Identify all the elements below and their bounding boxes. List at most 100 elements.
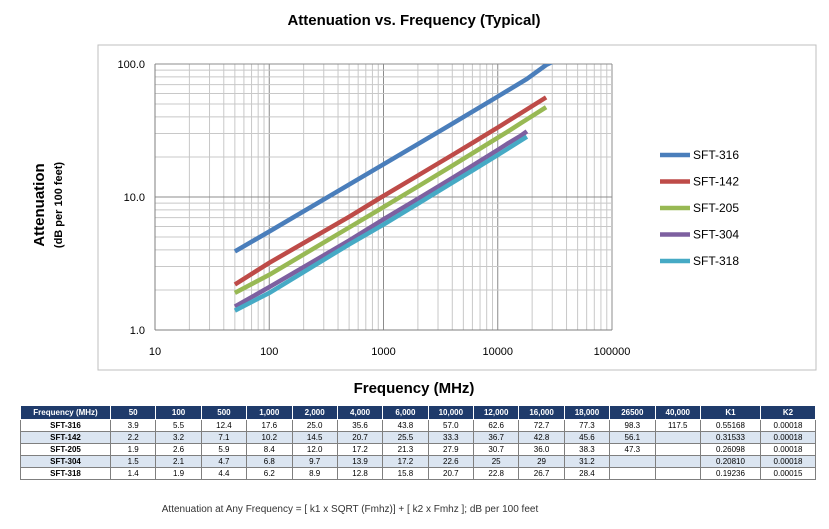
table-cell: 20.7 [427, 467, 475, 480]
table-cell: 0.20810 [700, 455, 761, 468]
table-cell [654, 455, 701, 468]
table-cell: 0.31533 [700, 431, 761, 444]
table-cell [609, 467, 656, 480]
table-cell: 3.2 [155, 431, 202, 444]
table-cell: 35.6 [336, 419, 384, 432]
table-cell: 27.9 [427, 443, 475, 456]
table-cell: 7.1 [200, 431, 248, 444]
table-cell: 0.55168 [700, 419, 761, 432]
table-cell: 20.7 [336, 431, 384, 444]
table-cell [609, 455, 656, 468]
table-cell: 17.6 [246, 419, 293, 432]
table-cell [654, 467, 701, 480]
table-cell: 22.6 [427, 455, 475, 468]
y-tick-label: 1.0 [130, 325, 145, 337]
table-cell: 13.9 [336, 455, 384, 468]
table-header-cell: 6,000 [382, 405, 429, 420]
table-cell: 0.26098 [700, 443, 761, 456]
table-cell: 30.7 [472, 443, 520, 456]
axis-tick-labels: 10 100 1000 10000 100000 1.0 10.0 100.0 [117, 59, 630, 358]
x-axis-label: Frequency (MHz) [354, 380, 475, 397]
table-header-cell: 4,000 [336, 405, 384, 420]
table-row: SFT-142 2.2 3.2 7.1 10.2 14.5 20.7 25.5 33.3 36.7… [20, 431, 816, 444]
y-axis-sublabel: (dB per 100 feet) [53, 162, 65, 249]
table-cell: 25.0 [291, 419, 338, 432]
legend-label: SFT-316 [693, 148, 739, 162]
y-tick-label: 100.0 [117, 59, 145, 71]
legend-label: SFT-318 [693, 254, 739, 268]
x-tick-label: 10000 [482, 346, 513, 358]
table-cell: 2.2 [109, 431, 157, 444]
table-header-cell: 500 [200, 405, 248, 420]
table-cell: 1.9 [155, 467, 202, 480]
table-cell: 72.7 [518, 419, 565, 432]
table-header-cell: 12,000 [472, 405, 520, 420]
table-header-cell: 16,000 [518, 405, 565, 420]
y-axis-label: Attenuation [31, 163, 48, 246]
table-cell: 28.4 [563, 467, 611, 480]
table-cell: 36.0 [518, 443, 565, 456]
table-cell [654, 431, 701, 444]
table-cell: 4.7 [200, 455, 248, 468]
chart-title: Attenuation vs. Frequency (Typical) [287, 12, 540, 29]
legend: SFT-316 SFT-142 SFT-205 SFT-304 SFT-318 [660, 148, 739, 268]
table-cell: SFT-142 [20, 431, 111, 444]
table-cell: SFT-304 [20, 455, 111, 468]
table-cell: 0.00018 [760, 455, 816, 468]
table-cell: SFT-205 [20, 443, 111, 456]
table-cell: 26.7 [518, 467, 565, 480]
table-header-cell: 1,000 [246, 405, 293, 420]
table-cell: 8.9 [291, 467, 338, 480]
table-header-cell: Frequency (MHz) [20, 405, 111, 420]
table-cell: 31.2 [563, 455, 611, 468]
table-cell: 77.3 [563, 419, 611, 432]
attenuation-table: Frequency (MHz) 50 100 500 1,000 2,000 4,000 6,… [20, 405, 816, 480]
table-cell: 10.2 [246, 431, 293, 444]
table-row: SFT-304 1.5 2.1 4.7 6.8 9.7 13.9 17.2 22.6 25 29 31… [20, 455, 816, 468]
x-tick-label: 1000 [371, 346, 395, 358]
table-row: SFT-205 1.9 2.6 5.9 8.4 12.0 17.2 21.3 27.9 30.7 3… [20, 443, 816, 456]
table-cell: 2.1 [155, 455, 202, 468]
table-cell: 47.3 [609, 443, 656, 456]
legend-label: SFT-304 [693, 228, 739, 242]
table-header-cell: 2,000 [291, 405, 338, 420]
table-cell: 6.8 [246, 455, 293, 468]
table-cell: 4.4 [200, 467, 248, 480]
table-cell: SFT-318 [20, 467, 111, 480]
chart-area-border [97, 44, 817, 371]
table-cell: 117.5 [654, 419, 701, 432]
table-header-row: Frequency (MHz) 50 100 500 1,000 2,000 4,000 6,… [20, 405, 816, 420]
x-tick-label: 100000 [594, 346, 631, 358]
x-tick-label: 100 [260, 346, 278, 358]
table-cell: 21.3 [382, 443, 429, 456]
table-cell: 17.2 [382, 455, 429, 468]
table-cell: 12.0 [291, 443, 338, 456]
table-header-cell: K2 [760, 405, 816, 420]
table-cell: 0.00018 [760, 431, 816, 444]
table-cell: 56.1 [609, 431, 656, 444]
table-cell: 38.3 [563, 443, 611, 456]
table-cell: 1.4 [109, 467, 157, 480]
series-lines [233, 64, 554, 313]
table-cell: 29 [518, 455, 565, 468]
table-cell: 57.0 [427, 419, 475, 432]
table-cell: 33.3 [427, 431, 475, 444]
table-cell: 22.8 [472, 467, 520, 480]
table-row: SFT-316 3.9 5.5 12.4 17.6 25.0 35.6 43.8 57.0 62.… [20, 419, 816, 432]
table-header-cell: 40,000 [654, 405, 701, 420]
legend-label: SFT-142 [693, 175, 739, 189]
table-cell: SFT-316 [20, 419, 111, 432]
table-cell: 62.6 [472, 419, 520, 432]
table-cell: 45.6 [563, 431, 611, 444]
table-header-cell: 100 [155, 405, 202, 420]
table-cell: 12.8 [336, 467, 384, 480]
table-cell: 12.4 [200, 419, 248, 432]
table-header-cell: K1 [700, 405, 761, 420]
table-cell: 6.2 [246, 467, 293, 480]
table-row: SFT-318 1.4 1.9 4.4 6.2 8.9 12.8 15.8 20.7 22.8 26… [20, 467, 816, 480]
series-line-sft-316 [233, 64, 554, 254]
table-cell: 43.8 [382, 419, 429, 432]
table-cell: 25.5 [382, 431, 429, 444]
table-cell: 9.7 [291, 455, 338, 468]
table-cell: 8.4 [246, 443, 293, 456]
